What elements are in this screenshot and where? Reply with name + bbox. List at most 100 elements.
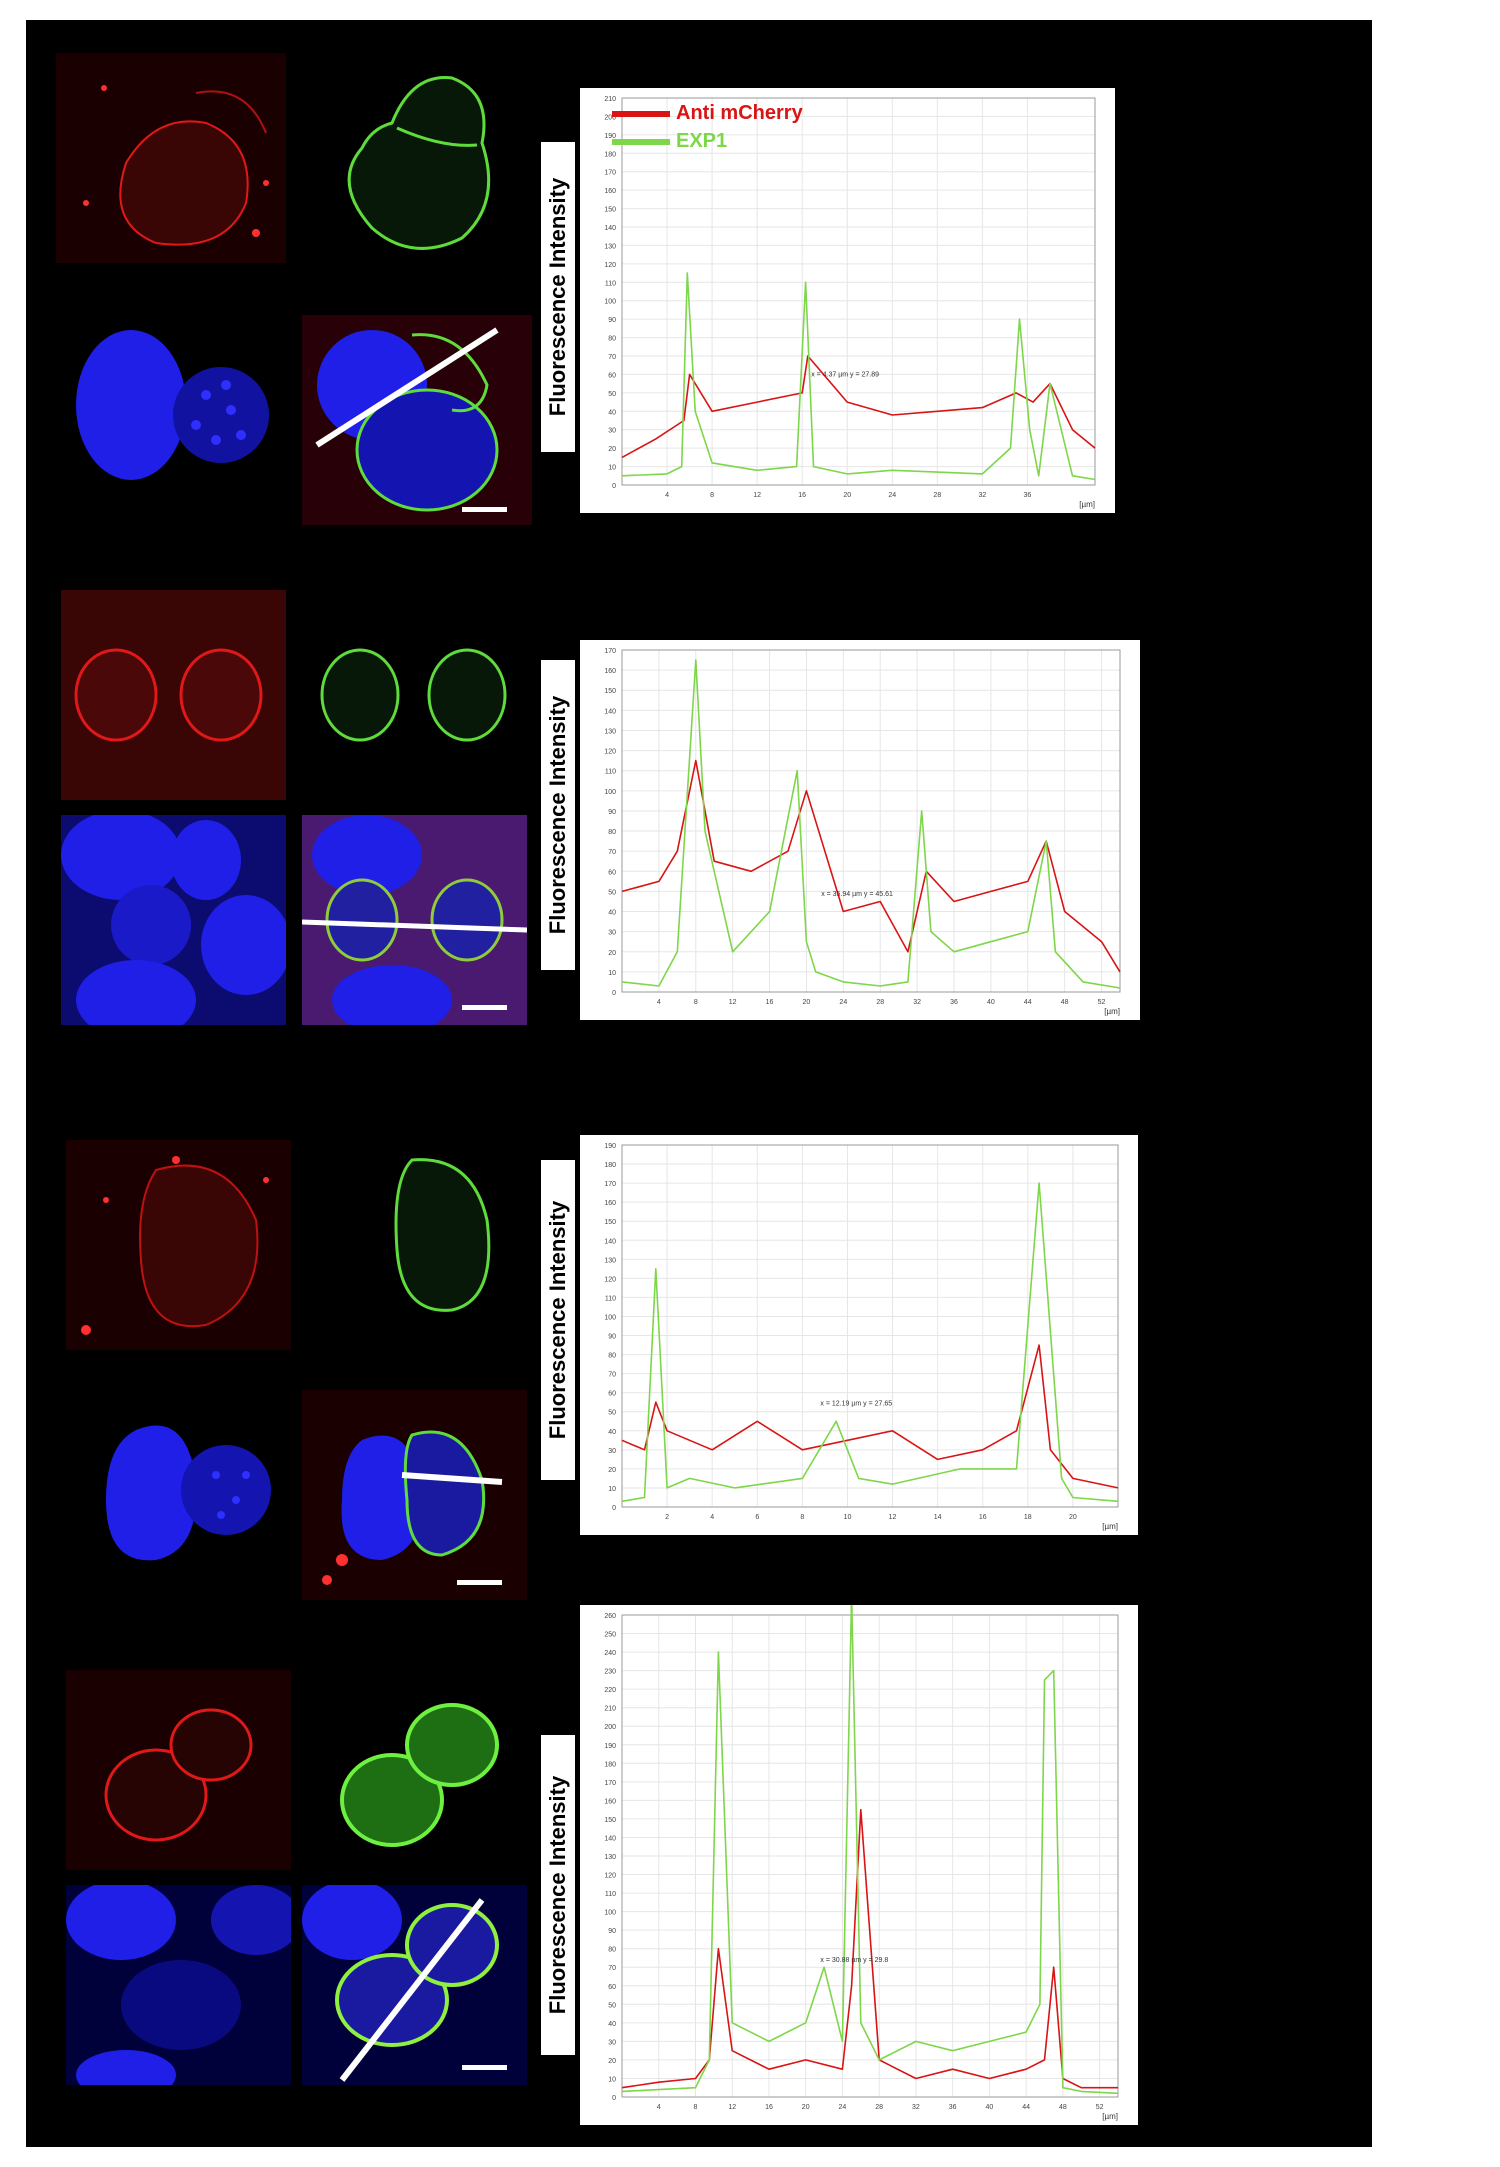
series-line-anti-mcherry: [621, 355, 1096, 459]
x-tick-label: 40: [986, 2104, 994, 2111]
cursor-readout: x = 35.94 µm y = 45.61: [821, 891, 893, 898]
y-tick-label: 110: [605, 1891, 616, 1898]
x-tick-label: 28: [876, 999, 884, 1006]
series-line-anti-mcherry: [621, 759, 1121, 973]
scale-bar-4: [462, 2065, 507, 2070]
x-tick-label: 20: [843, 492, 851, 499]
y-tick-label: 100: [604, 1314, 616, 1321]
y-tick-label: 150: [604, 688, 616, 695]
mcherry-image-2: [61, 590, 286, 800]
y-tick-label: 30: [608, 930, 616, 937]
y-tick-label: 180: [604, 151, 616, 158]
y-tick-label: 30: [608, 1448, 616, 1455]
y-tick-label: 30: [608, 428, 616, 435]
legend-item-exp1: EXP1: [612, 130, 803, 153]
x-tick-label: 40: [987, 999, 995, 1006]
x-tick-label: 16: [765, 2104, 773, 2111]
x-tick-label: 12: [729, 999, 737, 1006]
x-tick-label: 24: [839, 2104, 847, 2111]
x-unit-label: [µm]: [1104, 1007, 1120, 1016]
y-tick-label: 150: [604, 207, 616, 214]
y-tick-label: 90: [608, 1928, 616, 1935]
y-tick-label: 60: [608, 1984, 616, 1991]
y-tick-label: 70: [608, 1372, 616, 1379]
intensity-chart-4: 0 10 20 30 40 50 60 70 80 90 100 110 120 130 140 150 160…: [580, 1605, 1138, 2125]
y-tick-label: 190: [604, 1743, 616, 1750]
series-line-exp1: [621, 1182, 1119, 1503]
y-tick-label: 60: [608, 1391, 616, 1398]
y-tick-label: 250: [604, 1632, 616, 1639]
y-tick-label: 150: [604, 1817, 616, 1824]
y-tick-label: 20: [608, 2058, 616, 2065]
y-axis-label-4: Fluorescence Intensity: [541, 1735, 575, 2055]
y-tick-label: 130: [604, 1257, 616, 1264]
x-tick-label: 2: [665, 1514, 669, 1521]
series-line-anti-mcherry: [621, 1808, 1118, 2089]
x-tick-label: 4: [657, 999, 661, 1006]
y-tick-label: 210: [604, 96, 616, 103]
y-tick-label: 60: [608, 869, 616, 876]
y-tick-label: 160: [604, 1798, 616, 1805]
y-tick-label: 130: [604, 243, 616, 250]
y-tick-label: 160: [604, 188, 616, 195]
y-tick-label: 220: [604, 1687, 616, 1694]
y-tick-label: 0: [612, 483, 616, 490]
y-tick-label: 30: [608, 2039, 616, 2046]
x-tick-label: 8: [710, 492, 714, 499]
exp1-image-1: [302, 53, 532, 263]
plot-frame: [621, 97, 1096, 486]
y-tick-label: 200: [604, 1724, 616, 1731]
y-tick-label: 80: [608, 1947, 616, 1954]
x-tick-label: 8: [694, 2104, 698, 2111]
y-tick-label: 0: [612, 990, 616, 997]
x-tick-label: 16: [798, 492, 806, 499]
intensity-chart-1: 0 10 20 30 40 50 60 70 80 90 100 110 120 130 140 150 160…: [580, 88, 1115, 513]
y-tick-label: 240: [604, 1650, 616, 1657]
mcherry-image-4: [66, 1670, 291, 1870]
y-axis-label-2: Fluorescence Intensity: [541, 660, 575, 970]
plot-frame: [621, 1144, 1119, 1508]
figure-panel: Fluorescence Intensity 0 10 20 30 40 50 60 70 80…: [26, 20, 1372, 2147]
y-tick-label: 170: [604, 1780, 616, 1787]
x-unit-label: [µm]: [1102, 1522, 1118, 1531]
merge-image-3: [302, 1390, 527, 1600]
x-tick-label: 12: [753, 492, 761, 499]
y-tick-label: 90: [608, 317, 616, 324]
y-tick-label: 0: [612, 2095, 616, 2102]
mcherry-image-3: [66, 1140, 291, 1350]
merge-image-1: [302, 315, 532, 525]
merge-image-4: [302, 1885, 527, 2085]
y-tick-label: 160: [604, 668, 616, 675]
cursor-readout: x = 4.37 µm y = 27.89: [811, 372, 879, 379]
series-line-exp1: [621, 272, 1096, 481]
x-tick-label: 4: [665, 492, 669, 499]
y-tick-label: 60: [608, 372, 616, 379]
x-tick-label: 4: [657, 2104, 661, 2111]
y-tick-label: 120: [604, 1276, 616, 1283]
scale-bar-3: [457, 1580, 502, 1585]
intensity-chart-3: 0 10 20 30 40 50 60 70 80 90 100 110 120 130 140 150 160…: [580, 1135, 1138, 1535]
x-tick-label: 12: [889, 1514, 897, 1521]
x-tick-label: 14: [934, 1514, 942, 1521]
x-tick-label: 10: [844, 1514, 852, 1521]
y-tick-label: 120: [604, 1873, 616, 1880]
legend-swatch-green: [612, 138, 670, 145]
x-tick-label: 44: [1024, 999, 1032, 1006]
y-tick-label: 100: [604, 1910, 616, 1917]
series-line-anti-mcherry: [621, 1344, 1119, 1489]
y-tick-label: 230: [604, 1669, 616, 1676]
y-tick-label: 40: [608, 910, 616, 917]
x-tick-label: 36: [1024, 492, 1032, 499]
y-tick-label: 50: [608, 889, 616, 896]
scale-bar-2: [462, 1005, 507, 1010]
exp1-image-4: [302, 1670, 527, 1870]
cursor-readout: x = 12.19 µm y = 27.65: [820, 1401, 892, 1408]
legend-item-anti-mcherry: Anti mCherry: [612, 102, 803, 130]
y-tick-label: 100: [604, 789, 616, 796]
y-tick-label: 110: [605, 769, 616, 776]
y-tick-label: 70: [608, 849, 616, 856]
line-scan-4: [339, 1898, 485, 2082]
y-tick-label: 70: [608, 354, 616, 361]
y-tick-label: 10: [608, 465, 616, 472]
y-tick-label: 120: [604, 262, 616, 269]
